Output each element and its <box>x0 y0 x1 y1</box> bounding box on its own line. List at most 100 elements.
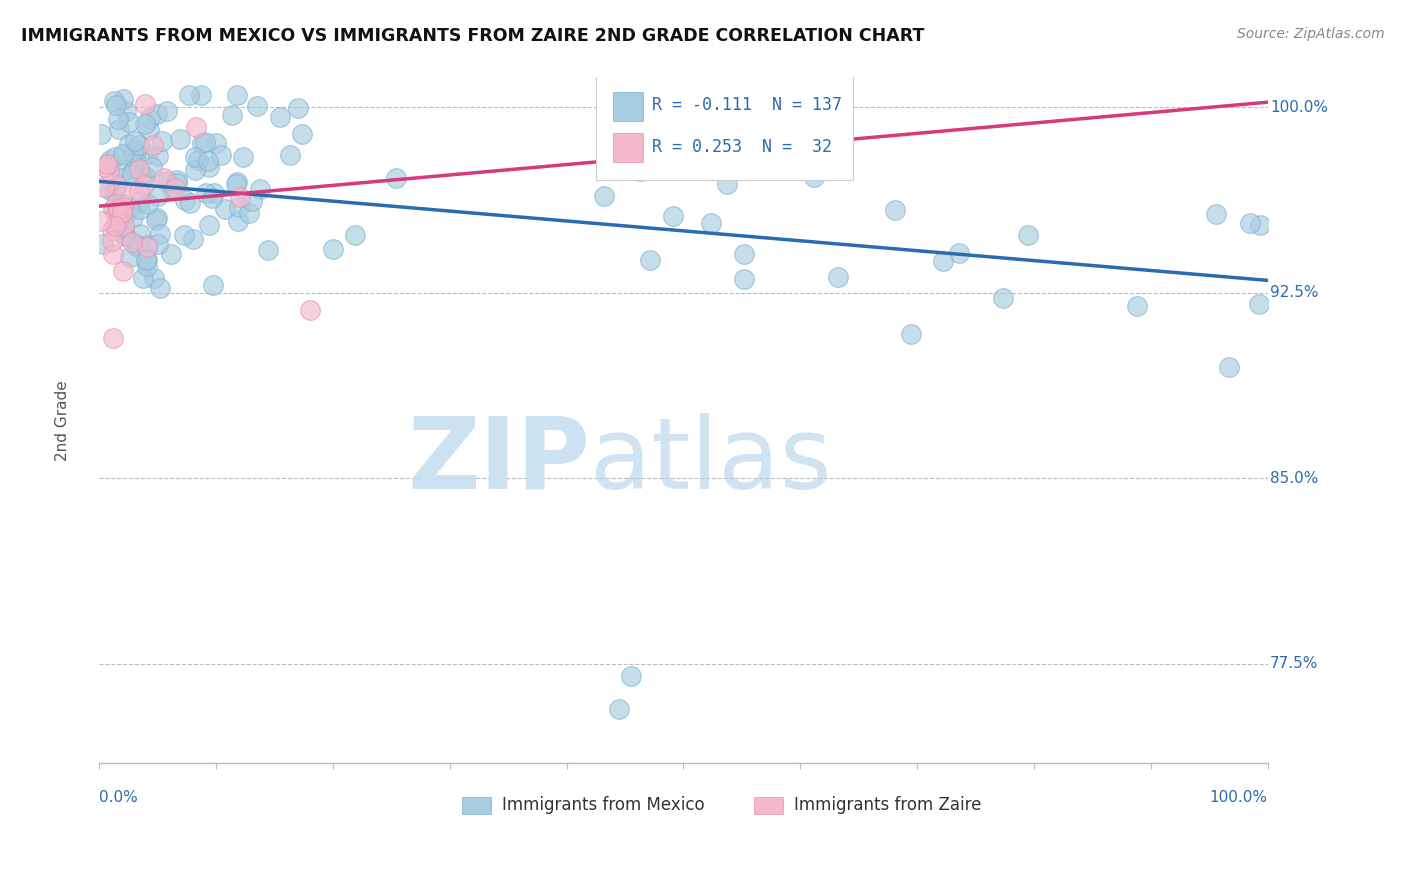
Point <box>104 150 127 164</box>
Point <box>225 178 247 192</box>
Point <box>165 181 187 195</box>
Point <box>160 247 183 261</box>
Point <box>711 128 734 143</box>
Point <box>118 136 141 151</box>
Point <box>214 202 236 216</box>
Point <box>112 163 135 178</box>
Text: 77.5%: 77.5% <box>1270 657 1319 672</box>
Point <box>194 135 217 149</box>
Point <box>226 175 249 189</box>
Point <box>620 669 643 683</box>
Point <box>1247 297 1270 311</box>
Point <box>221 108 243 122</box>
Point <box>124 134 146 148</box>
Point <box>128 137 150 152</box>
Point <box>278 148 301 162</box>
Point <box>112 264 135 278</box>
Text: IMMIGRANTS FROM MEXICO VS IMMIGRANTS FROM ZAIRE 2ND GRADE CORRELATION CHART: IMMIGRANTS FROM MEXICO VS IMMIGRANTS FRO… <box>21 27 925 45</box>
Point <box>169 132 191 146</box>
Point <box>138 122 160 136</box>
Point <box>201 191 224 205</box>
Point <box>105 210 128 224</box>
Point <box>287 101 309 115</box>
Point <box>1126 299 1149 313</box>
Point <box>384 170 406 185</box>
Point <box>191 136 214 151</box>
Point <box>101 331 124 345</box>
Point <box>111 204 134 219</box>
FancyBboxPatch shape <box>596 74 853 180</box>
Point <box>1017 227 1039 242</box>
Text: R = -0.111  N = 137: R = -0.111 N = 137 <box>652 95 842 114</box>
Point <box>111 197 134 211</box>
Point <box>201 278 224 293</box>
Point <box>97 164 120 178</box>
Point <box>181 232 204 246</box>
Point <box>105 97 128 112</box>
Point <box>104 185 127 199</box>
Point <box>94 160 117 174</box>
Point <box>298 303 321 318</box>
Point <box>246 99 269 113</box>
Text: Immigrants from Zaire: Immigrants from Zaire <box>794 797 981 814</box>
Text: Source: ZipAtlas.com: Source: ZipAtlas.com <box>1237 27 1385 41</box>
Point <box>129 227 152 241</box>
Point <box>115 103 138 118</box>
Point <box>96 157 118 171</box>
Point <box>174 193 197 207</box>
Point <box>114 229 136 244</box>
Point <box>184 120 207 134</box>
Point <box>136 237 159 252</box>
Point <box>128 161 150 176</box>
Point <box>125 238 148 252</box>
Point <box>202 186 225 201</box>
Point <box>226 213 249 227</box>
Point <box>948 245 970 260</box>
Point <box>198 160 221 174</box>
Point <box>827 269 849 284</box>
Point <box>269 110 291 124</box>
Point <box>194 186 217 200</box>
Point <box>593 189 616 203</box>
Text: atlas: atlas <box>591 413 832 510</box>
Point <box>122 161 145 175</box>
Point <box>638 253 661 268</box>
Point <box>716 178 738 192</box>
Point <box>105 196 128 211</box>
Point <box>128 184 150 198</box>
Point <box>103 95 125 109</box>
Point <box>141 160 163 174</box>
FancyBboxPatch shape <box>754 797 783 814</box>
Point <box>173 228 195 243</box>
Point <box>136 146 159 161</box>
Point <box>105 178 128 192</box>
Point <box>136 240 159 254</box>
Point <box>205 136 228 150</box>
Point <box>135 253 157 268</box>
Point <box>128 194 150 209</box>
Point <box>628 164 651 178</box>
Point <box>122 211 145 225</box>
Point <box>607 701 630 715</box>
Text: Immigrants from Mexico: Immigrants from Mexico <box>502 797 704 814</box>
Point <box>93 179 115 194</box>
Point <box>143 271 166 285</box>
Point <box>136 252 159 266</box>
Point <box>240 194 263 208</box>
Point <box>226 87 249 102</box>
Point <box>110 170 132 185</box>
Point <box>120 251 142 265</box>
Point <box>187 153 209 167</box>
Point <box>112 219 135 234</box>
Point <box>238 206 260 220</box>
Point <box>146 237 169 252</box>
Point <box>146 149 169 163</box>
Point <box>190 87 212 102</box>
Point <box>100 183 122 197</box>
Point <box>197 153 219 168</box>
Point <box>125 153 148 168</box>
Point <box>118 203 141 218</box>
Point <box>134 117 156 131</box>
Point <box>132 178 155 192</box>
Point <box>107 112 129 126</box>
